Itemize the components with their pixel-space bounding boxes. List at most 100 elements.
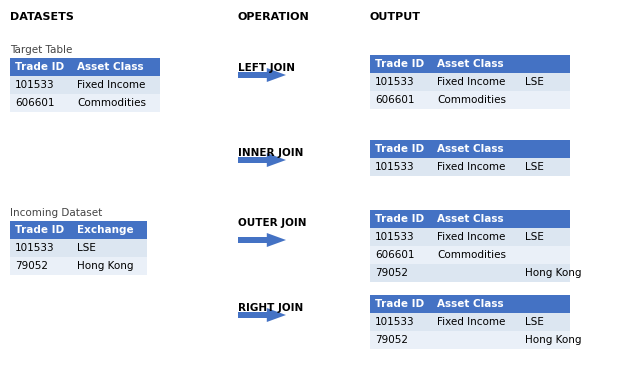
Bar	[520, 73, 570, 91]
Text: Fixed Income: Fixed Income	[437, 162, 505, 172]
Text: 79052: 79052	[375, 335, 408, 345]
Bar	[10, 221, 72, 239]
Text: 101533: 101533	[15, 80, 55, 90]
Bar	[10, 76, 72, 94]
Bar	[370, 158, 432, 176]
Text: Fixed Income: Fixed Income	[437, 77, 505, 87]
Bar	[72, 76, 160, 94]
Text: Trade ID: Trade ID	[15, 62, 64, 72]
Text: 101533: 101533	[375, 317, 414, 327]
Bar	[370, 313, 432, 331]
Bar	[432, 295, 520, 313]
Polygon shape	[267, 153, 286, 167]
Bar	[520, 91, 570, 109]
Text: LSE: LSE	[525, 162, 544, 172]
Text: Commodities: Commodities	[437, 250, 506, 260]
Text: Trade ID: Trade ID	[375, 144, 424, 154]
Bar	[370, 55, 432, 73]
Text: LSE: LSE	[525, 77, 544, 87]
Bar	[370, 246, 432, 264]
Bar	[432, 313, 520, 331]
Bar	[432, 91, 520, 109]
Bar	[432, 264, 520, 282]
Bar	[520, 295, 570, 313]
Bar	[520, 313, 570, 331]
Bar	[520, 55, 570, 73]
Text: Fixed Income: Fixed Income	[437, 232, 505, 242]
Text: 79052: 79052	[375, 268, 408, 278]
Text: Asset Class: Asset Class	[437, 299, 504, 309]
Bar	[370, 140, 432, 158]
Text: Commodities: Commodities	[437, 95, 506, 105]
Bar	[432, 158, 520, 176]
Bar	[72, 94, 160, 112]
Bar	[432, 228, 520, 246]
Text: RIGHT JOIN: RIGHT JOIN	[238, 303, 303, 313]
Bar	[238, 237, 267, 243]
Bar	[72, 58, 160, 76]
Text: OPERATION: OPERATION	[238, 12, 310, 22]
Bar	[520, 331, 570, 349]
Bar	[432, 140, 520, 158]
Text: 606601: 606601	[15, 98, 54, 108]
Text: 101533: 101533	[375, 77, 414, 87]
Bar	[238, 157, 267, 163]
Text: Fixed Income: Fixed Income	[437, 317, 505, 327]
Bar	[432, 73, 520, 91]
Text: OUTPUT: OUTPUT	[370, 12, 421, 22]
Bar	[370, 210, 432, 228]
Bar	[238, 72, 267, 78]
Text: Asset Class: Asset Class	[437, 59, 504, 69]
Text: 101533: 101533	[15, 243, 55, 253]
Text: Hong Kong: Hong Kong	[525, 335, 582, 345]
Text: LEFT JOIN: LEFT JOIN	[238, 63, 295, 73]
Polygon shape	[267, 68, 286, 82]
Bar	[432, 246, 520, 264]
Text: Hong Kong: Hong Kong	[77, 261, 134, 271]
Bar	[370, 264, 432, 282]
Text: 79052: 79052	[15, 261, 48, 271]
Bar	[10, 257, 72, 275]
Text: Trade ID: Trade ID	[375, 59, 424, 69]
Text: LSE: LSE	[525, 317, 544, 327]
Bar	[370, 228, 432, 246]
Bar	[432, 55, 520, 73]
Text: DATASETS: DATASETS	[10, 12, 74, 22]
Text: OUTER JOIN: OUTER JOIN	[238, 218, 306, 228]
Text: Asset Class: Asset Class	[77, 62, 144, 72]
Text: Trade ID: Trade ID	[375, 214, 424, 224]
Text: 101533: 101533	[375, 162, 414, 172]
Text: Incoming Dataset: Incoming Dataset	[10, 208, 102, 218]
Bar	[238, 312, 267, 318]
Bar	[10, 239, 72, 257]
Bar	[10, 58, 72, 76]
Text: 606601: 606601	[375, 250, 414, 260]
Text: 101533: 101533	[375, 232, 414, 242]
Bar	[520, 210, 570, 228]
Bar	[432, 331, 520, 349]
Text: Asset Class: Asset Class	[437, 144, 504, 154]
Bar	[10, 94, 72, 112]
Bar	[520, 246, 570, 264]
Text: Target Table: Target Table	[10, 45, 72, 55]
Bar	[520, 228, 570, 246]
Bar	[370, 73, 432, 91]
Bar	[520, 140, 570, 158]
Bar	[520, 158, 570, 176]
Text: INNER JOIN: INNER JOIN	[238, 148, 303, 158]
Bar	[370, 331, 432, 349]
Bar	[72, 257, 147, 275]
Text: LSE: LSE	[525, 232, 544, 242]
Text: LSE: LSE	[77, 243, 96, 253]
Text: Asset Class: Asset Class	[437, 214, 504, 224]
Text: 606601: 606601	[375, 95, 414, 105]
Bar	[432, 210, 520, 228]
Bar	[370, 91, 432, 109]
Text: Exchange: Exchange	[77, 225, 134, 235]
Polygon shape	[267, 308, 286, 322]
Text: Fixed Income: Fixed Income	[77, 80, 145, 90]
Bar	[72, 239, 147, 257]
Text: Trade ID: Trade ID	[15, 225, 64, 235]
Text: Commodities: Commodities	[77, 98, 146, 108]
Text: Hong Kong: Hong Kong	[525, 268, 582, 278]
